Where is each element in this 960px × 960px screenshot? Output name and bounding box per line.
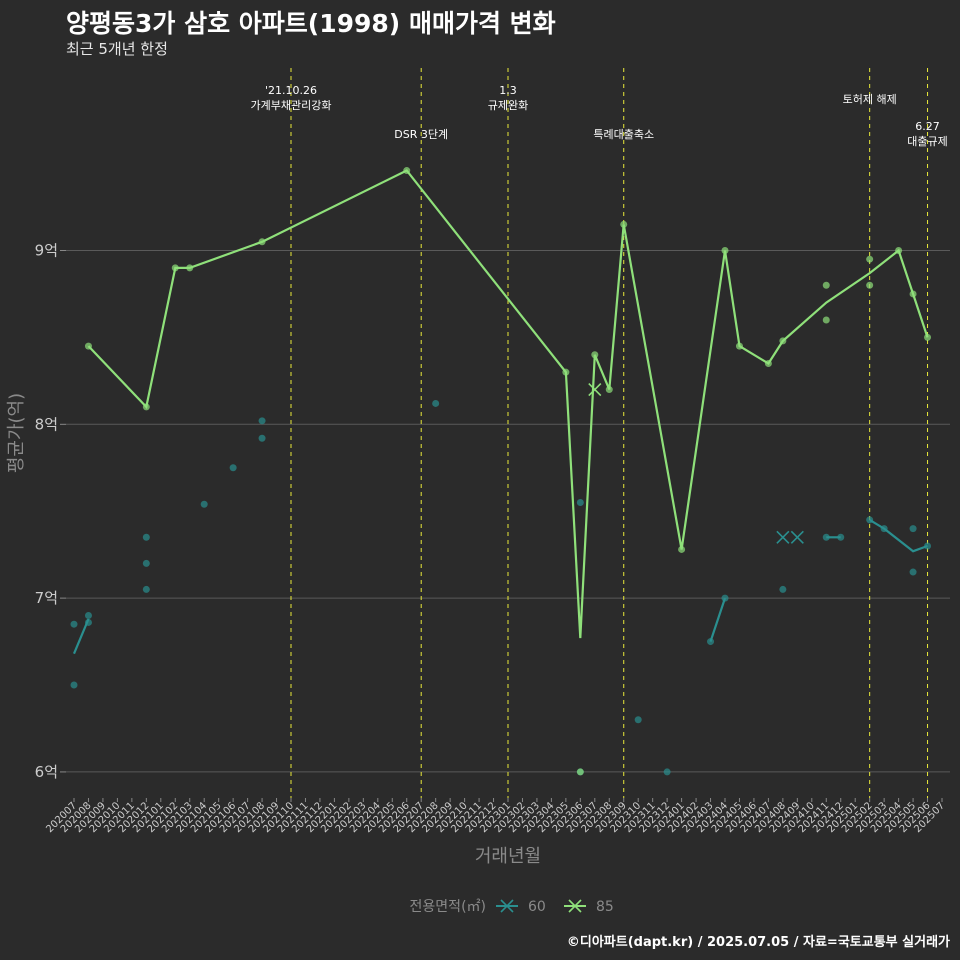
series-60-point xyxy=(70,620,78,628)
series-60-line xyxy=(72,618,90,655)
legend-title: 전용면적(㎡) xyxy=(410,899,486,915)
chart-subtitle: 최근 5개년 한정 xyxy=(66,40,168,58)
series-60-point xyxy=(576,499,584,507)
series-60-point xyxy=(837,533,845,541)
series-85-point xyxy=(822,281,830,289)
y-axis-title: 평균가(억) xyxy=(6,393,27,473)
legend-label-85: 85 xyxy=(596,899,614,915)
series-60-line xyxy=(709,597,727,642)
series-60-point xyxy=(779,585,787,593)
y-tick-label: 6억 xyxy=(35,763,58,781)
series-60-point xyxy=(84,612,92,619)
series-85-point xyxy=(576,768,584,776)
series-60-line xyxy=(869,518,928,553)
event-label: DSR 3단계 xyxy=(394,128,448,141)
series-60-point xyxy=(909,568,917,576)
legend-label-60: 60 xyxy=(528,899,546,915)
series-85-point xyxy=(866,281,874,289)
source-caption: ©디아파트(dapt.kr) / 2025.07.05 / 자료=국토교통부 실… xyxy=(566,935,950,950)
series-60-point xyxy=(634,716,642,724)
legend-key-cross xyxy=(500,899,514,913)
x-axis-title: 거래년월 xyxy=(475,846,541,867)
series-60-point xyxy=(432,399,440,407)
series-60-point xyxy=(909,525,917,533)
series-60-point xyxy=(663,768,671,776)
series-85-line xyxy=(87,169,929,639)
event-label: 특례대출축소 xyxy=(593,128,654,141)
series-60-point xyxy=(822,533,830,541)
event-label: 토허제 해제 xyxy=(843,92,897,106)
series-60-point xyxy=(258,434,266,442)
chart-title: 양평동3가 삼호 아파트(1998) 매매가격 변화 xyxy=(66,9,556,38)
series-85-point xyxy=(822,316,830,324)
series-85-point xyxy=(866,255,874,263)
series-60-point xyxy=(142,559,150,567)
event-label: '21.10.26 가계부채관리강화 xyxy=(251,84,332,112)
series-85-cross-marker xyxy=(588,382,602,397)
series-60-point xyxy=(200,500,208,508)
series-60-point xyxy=(142,533,150,541)
event-label: 1.3 규제완화 xyxy=(488,84,528,112)
y-tick-label: 7억 xyxy=(35,589,58,607)
series-60-point xyxy=(142,585,150,593)
series-60-point xyxy=(258,417,266,425)
series-60-point xyxy=(70,681,78,689)
y-tick-label: 9억 xyxy=(35,242,58,260)
series-60-cross-marker xyxy=(790,530,804,544)
legend-key-cross xyxy=(568,899,582,913)
event-label: 6.27 대출규제 xyxy=(907,120,947,148)
series-60-cross-marker xyxy=(776,530,790,544)
y-tick-label: 8억 xyxy=(35,415,58,433)
series-60-point xyxy=(229,464,237,472)
